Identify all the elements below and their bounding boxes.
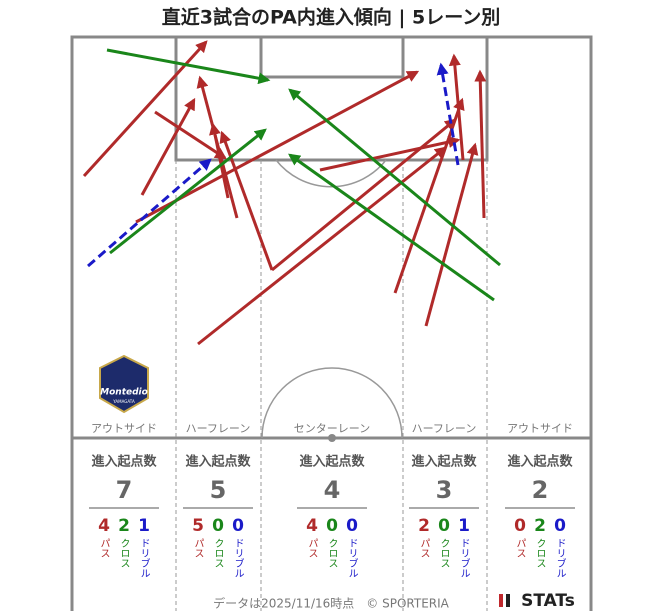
pass-count: 0 [514, 516, 526, 536]
arrows [82, 40, 501, 346]
cross-label: クロス [438, 538, 449, 568]
footer: データは2025/11/16時点 © SPORTERIA [213, 596, 450, 611]
pass-count: 4 [306, 516, 318, 536]
pass-count: 4 [98, 516, 110, 536]
cross-label: クロス [534, 538, 545, 568]
entries-label: 進入起点数 [91, 454, 157, 470]
pass-label: パス [418, 538, 430, 558]
cross-label: クロス [212, 538, 223, 568]
cross-count: 0 [326, 516, 338, 536]
entries-label: 進入起点数 [299, 454, 365, 470]
entries-label: 進入起点数 [185, 454, 251, 470]
lane-name: アウトサイド [507, 422, 573, 435]
dribble-label: ドリブル [458, 538, 470, 578]
title: 直近3試合のPA内進入傾向 | 5レーン別 [162, 6, 501, 29]
dribble-count: 0 [346, 516, 358, 536]
dribble-label: ドリブル [232, 538, 244, 578]
cross-count: 2 [118, 516, 130, 536]
dribble-count: 0 [554, 516, 566, 536]
total: 4 [324, 476, 341, 504]
dribble-label: ドリブル [554, 538, 566, 578]
cross-count: 0 [212, 516, 224, 536]
cross-count: 2 [534, 516, 546, 536]
brand: STATs [521, 591, 575, 611]
lane-name: センターレーン [294, 422, 370, 435]
lane-name: ハーフレーン [186, 422, 251, 435]
dribble-label: ドリブル [346, 538, 358, 578]
entries-label: 進入起点数 [411, 454, 477, 470]
dribble-count: 1 [138, 516, 150, 536]
dribble-label: ドリブル [138, 538, 150, 578]
logo-name: Montedio [100, 388, 148, 398]
pass-label: パス [514, 538, 526, 558]
cross-count: 0 [438, 516, 450, 536]
total: 5 [210, 476, 227, 504]
pass-count: 2 [418, 516, 430, 536]
total: 3 [436, 476, 453, 504]
cross-label: クロス [326, 538, 337, 568]
lane-name: ハーフレーン [412, 422, 477, 435]
pass-label: パス [306, 538, 318, 558]
brand-mark [499, 594, 503, 607]
dribble-count: 0 [232, 516, 244, 536]
pass-count: 5 [192, 516, 204, 536]
dribble-count: 1 [458, 516, 470, 536]
lane-name: アウトサイド [91, 422, 157, 435]
pitch [70, 35, 593, 615]
logo: Montedio YAMAGATA [99, 354, 149, 414]
brand-mark [506, 594, 510, 607]
pass-label: パス [98, 538, 110, 558]
entries-label: 進入起点数 [507, 454, 573, 470]
cross-label: クロス [118, 538, 129, 568]
total: 2 [532, 476, 549, 504]
logo-sub: YAMAGATA [112, 399, 135, 404]
total: 7 [116, 476, 133, 504]
pass-label: パス [192, 538, 204, 558]
